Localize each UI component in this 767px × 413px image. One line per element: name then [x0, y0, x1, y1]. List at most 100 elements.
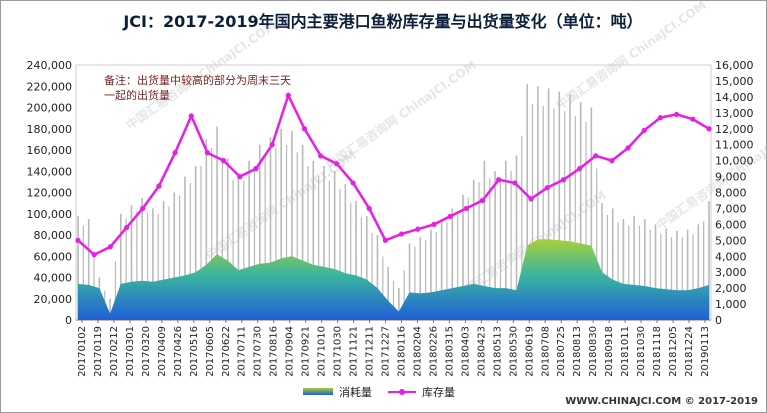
- x-tick-label: 20180708: [540, 326, 551, 377]
- x-tick-label: 20180423: [476, 326, 487, 377]
- stock-point: [496, 177, 502, 183]
- stock-point: [625, 145, 631, 151]
- annotation-line-1: 备注：出货量中较高的部分为周末三天: [104, 73, 291, 87]
- stock-point: [334, 161, 340, 167]
- x-tick-label: 20180530: [508, 326, 519, 377]
- x-tick-label: 20180315: [444, 326, 455, 377]
- right-tick-label: 0: [715, 314, 722, 327]
- x-tick-label: 20171010: [317, 326, 328, 377]
- x-tick-label: 20170301: [125, 326, 136, 377]
- stock-point: [706, 126, 712, 132]
- x-tick-label: 20180725: [556, 326, 567, 377]
- stock-point: [172, 150, 178, 156]
- left-tick-label: 120,000: [27, 187, 73, 200]
- stock-point: [528, 196, 534, 202]
- x-tick-label: 20170711: [237, 326, 248, 377]
- legend-marker-stock: [399, 389, 405, 395]
- right-tick-label: 5,000: [715, 234, 747, 247]
- right-tick-label: 7,000: [715, 202, 747, 215]
- right-tick-label: 3,000: [715, 266, 747, 279]
- footer-credit: WWW.CHINAJCI.COM © 2017-2019: [565, 396, 758, 407]
- stock-point: [657, 114, 664, 121]
- legend-swatch-consumption: [303, 388, 333, 395]
- right-tick-label: 15,000: [715, 75, 754, 88]
- stock-point: [188, 113, 194, 119]
- stock-point: [107, 244, 113, 250]
- stock-point: [237, 173, 243, 180]
- right-tick-label: 8,000: [715, 187, 747, 200]
- left-tick-label: 140,000: [27, 165, 73, 178]
- x-tick-label: 20180918: [604, 326, 615, 377]
- stock-point: [382, 237, 389, 243]
- stock-point: [415, 226, 421, 232]
- stock-point: [318, 153, 324, 159]
- stock-point: [366, 205, 372, 212]
- stock-point: [350, 180, 356, 186]
- left-tick-label: 220,000: [27, 80, 73, 93]
- stock-point: [140, 205, 146, 212]
- legend-label-consumption: 消耗量: [339, 385, 372, 399]
- stock-point: [123, 224, 130, 231]
- x-tick-label: 20170320: [141, 326, 152, 377]
- stock-point: [253, 165, 259, 172]
- stock-point: [463, 205, 469, 212]
- left-tick-label: 200,000: [27, 102, 73, 115]
- right-tick-label: 13,000: [715, 107, 754, 120]
- stock-point: [285, 92, 291, 98]
- stock-point: [447, 213, 453, 220]
- x-tick-label: 20180116: [396, 326, 407, 377]
- stock-point: [75, 237, 81, 243]
- x-tick-label: 20181030: [636, 326, 647, 377]
- left-tick-label: 0: [65, 314, 72, 327]
- consumption-area: [78, 239, 709, 320]
- stock-point: [544, 185, 550, 191]
- right-axis: 0 1,000 2,000 3,000 4,000 5,000 6,000 7,000 8,00…: [715, 59, 754, 327]
- x-tick-label: 20180619: [524, 326, 535, 377]
- stock-line: [77, 91, 710, 257]
- x-tick-label: 20170605: [205, 326, 216, 377]
- left-tick-label: 20,000: [34, 293, 73, 306]
- x-tick-label: 20170904: [285, 326, 296, 377]
- stock-point: [641, 127, 647, 133]
- right-tick-label: 4,000: [715, 250, 747, 263]
- stock-point: [398, 231, 405, 237]
- right-tick-label: 2,000: [715, 282, 747, 295]
- right-tick-label: 12,000: [715, 123, 754, 136]
- stock-point: [301, 126, 308, 132]
- x-axis: 20170102 20170119 20170212 20170301 20170320…: [77, 320, 711, 377]
- x-tick-label: 20170409: [157, 326, 168, 377]
- chart-title: JCI：2017-2019年国内主要港口鱼粉库存量与出货量变化（单位：吨）: [122, 12, 642, 31]
- right-tick-label: 14,000: [715, 91, 754, 104]
- right-tick-label: 1,000: [715, 298, 747, 311]
- left-tick-label: 180,000: [27, 123, 73, 136]
- right-tick-label: 6,000: [715, 218, 747, 231]
- stock-point: [576, 165, 583, 172]
- stock-point: [512, 180, 518, 186]
- x-tick-label: 20181224: [684, 326, 695, 377]
- x-tick-label: 20180830: [588, 326, 599, 377]
- stock-point: [593, 153, 599, 159]
- stock-point: [479, 197, 486, 204]
- left-tick-label: 240,000: [27, 59, 73, 72]
- x-tick-label: 20181011: [620, 326, 631, 377]
- x-tick-label: 20180204: [412, 326, 423, 377]
- x-tick-label: 20170730: [253, 326, 264, 377]
- left-tick-label: 60,000: [34, 250, 73, 263]
- right-tick-label: 9,000: [715, 171, 747, 184]
- x-tick-label: 20171227: [381, 326, 392, 377]
- stock-point: [221, 158, 227, 164]
- x-tick-label: 20170119: [93, 326, 104, 377]
- legend-label-stock: 库存量: [422, 385, 455, 399]
- stock-points: [75, 92, 712, 258]
- left-tick-label: 40,000: [34, 272, 73, 285]
- legend: 消耗量 库存量: [303, 385, 455, 399]
- left-axis: 0 20,000 40,000 60,000 80,000 100,000 120,000 1…: [27, 59, 73, 327]
- left-tick-label: 80,000: [34, 229, 73, 242]
- stock-point: [204, 150, 211, 156]
- x-tick-label: 20170102: [77, 326, 88, 377]
- stock-point: [431, 221, 437, 227]
- x-tick-label: 20170212: [109, 326, 120, 377]
- left-tick-label: 100,000: [27, 208, 73, 221]
- right-tick-label: 10,000: [715, 155, 754, 168]
